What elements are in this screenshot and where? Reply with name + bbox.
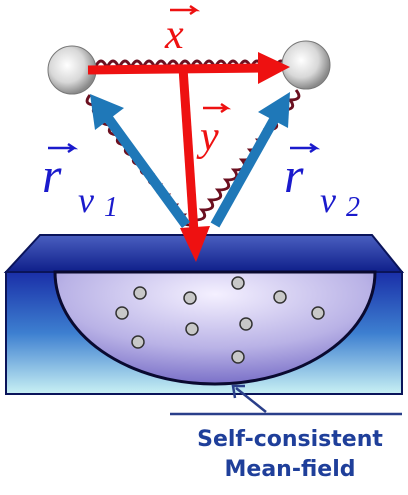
slab <box>6 235 402 394</box>
label: r <box>42 147 62 203</box>
caption-line: Mean-field <box>225 457 356 482</box>
particle <box>282 41 330 89</box>
label: 2 <box>346 192 360 223</box>
caption-line: Self-consistent <box>197 427 383 452</box>
label: x <box>164 12 184 58</box>
label: v <box>78 180 94 220</box>
diagram: x y r v 1 r v 2 Self-consistent Mean-fie… <box>0 0 408 495</box>
label-x: x y <box>164 6 227 160</box>
label: y <box>196 114 219 160</box>
label: v <box>320 180 336 220</box>
label: r <box>284 147 304 203</box>
label: 1 <box>104 192 118 223</box>
red-arrows <box>88 52 290 262</box>
